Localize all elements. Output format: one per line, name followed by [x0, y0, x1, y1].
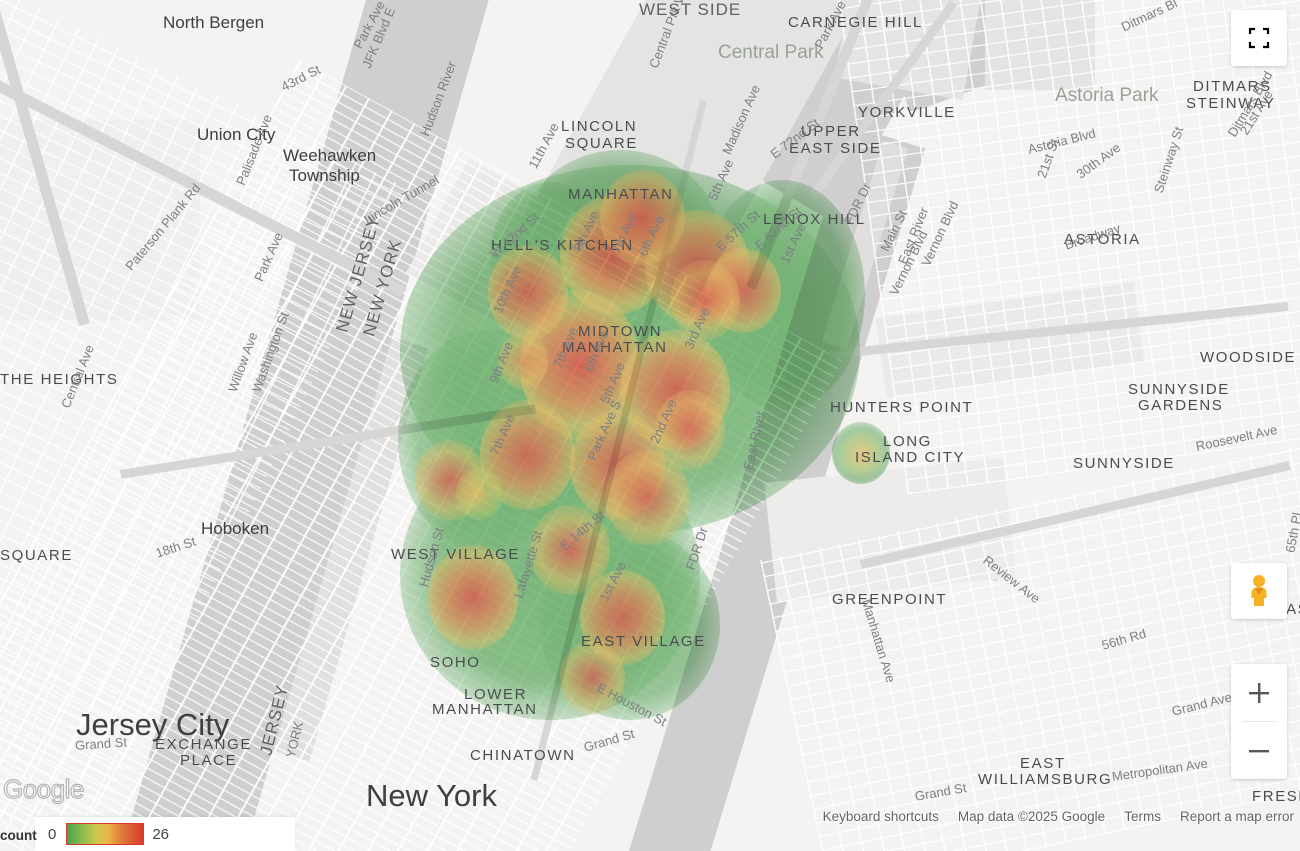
plus-icon — [1249, 682, 1269, 703]
zoom-divider — [1242, 721, 1276, 722]
keyboard-shortcuts-link[interactable]: Keyboard shortcuts — [822, 809, 939, 824]
zoom-out-button[interactable] — [1231, 722, 1287, 779]
map-data-copyright: Map data ©2025 Google — [957, 809, 1106, 824]
legend-min-value: 0 — [48, 825, 57, 843]
legend-max-value: 26 — [152, 825, 170, 843]
legend-title: count — [0, 828, 37, 843]
fullscreen-icon — [1248, 27, 1270, 49]
zoom-in-button[interactable] — [1231, 664, 1287, 721]
street-view-pegman-button[interactable] — [1231, 563, 1287, 619]
pegman-icon — [1251, 575, 1267, 606]
heatmap-legend: 0 26 — [35, 817, 295, 851]
report-map-error-link[interactable]: Report a map error — [1179, 809, 1294, 824]
attribution-bar: Keyboard shortcuts Map data ©2025 Google… — [823, 809, 1300, 824]
fullscreen-button[interactable] — [1231, 10, 1287, 66]
terms-link[interactable]: Terms — [1124, 809, 1161, 824]
google-logo: Google — [2, 773, 85, 804]
minus-icon — [1249, 749, 1269, 752]
legend-gradient-bar — [66, 823, 145, 845]
zoom-controls[interactable] — [1231, 664, 1287, 779]
